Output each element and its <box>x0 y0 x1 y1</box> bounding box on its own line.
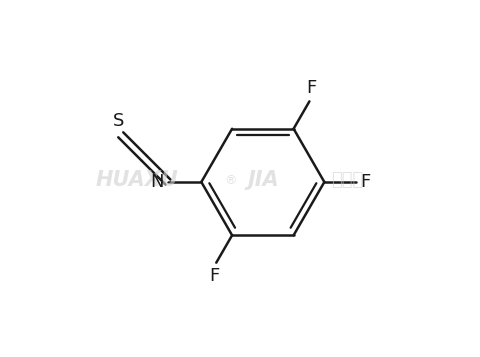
Text: ®: ® <box>224 174 237 187</box>
Text: F: F <box>209 267 220 285</box>
Text: JIA: JIA <box>247 170 279 190</box>
Text: N: N <box>150 173 164 191</box>
Text: F: F <box>306 79 316 97</box>
Text: F: F <box>360 173 371 191</box>
Text: HUAXU: HUAXU <box>96 170 179 190</box>
Text: 化学加: 化学加 <box>331 171 364 189</box>
Text: S: S <box>113 112 125 130</box>
